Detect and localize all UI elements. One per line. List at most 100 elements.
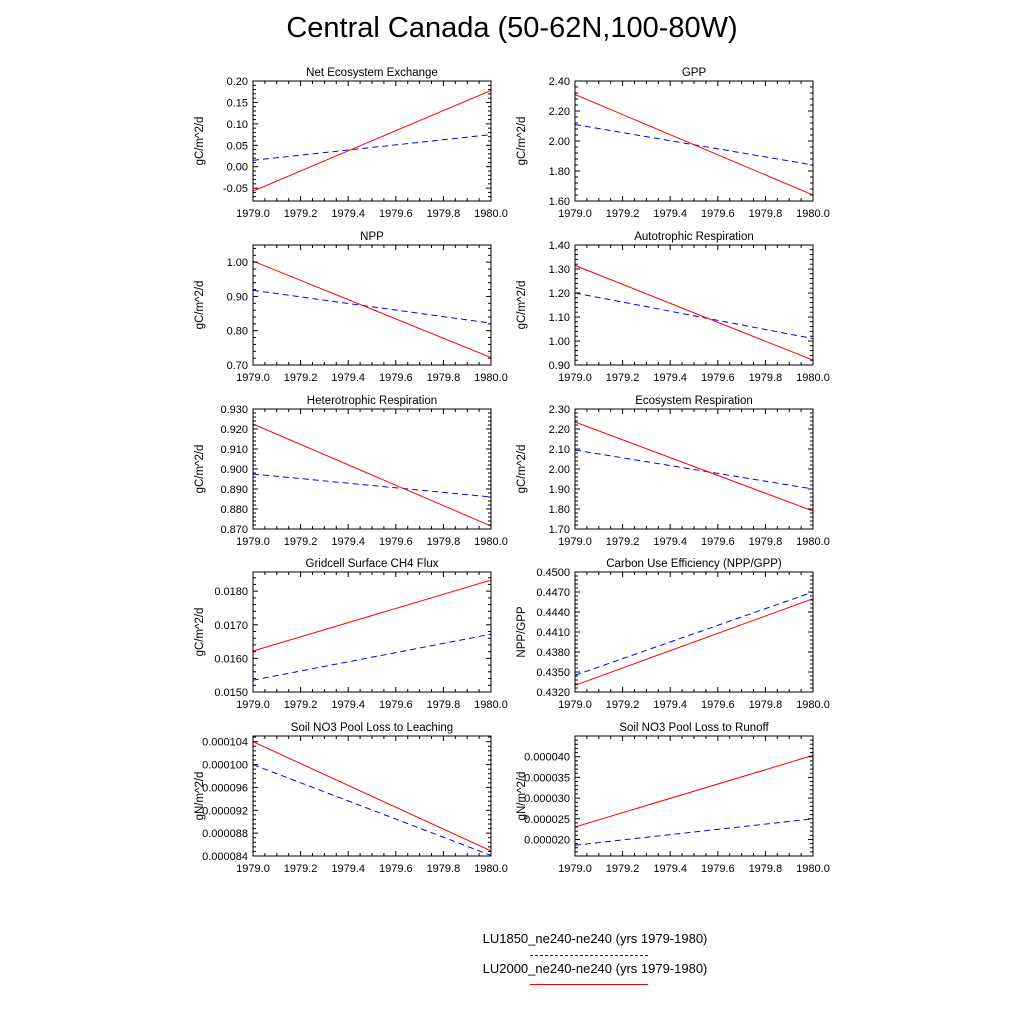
y-tick-label: 2.10: [549, 444, 570, 456]
x-tick-label: 1979.0: [558, 208, 592, 220]
chart-panel: Soil NO3 Pool Loss to Runoff gN/m^2/d 1979…: [516, 722, 830, 875]
y-tick-label: 0.4410: [536, 627, 570, 639]
panel-title: GPP: [682, 67, 707, 79]
y-axis-label: gC/m^2/d: [516, 117, 528, 166]
x-tick-label: 1979.8: [749, 208, 783, 220]
x-tick-label: 1979.2: [284, 699, 318, 711]
y-tick-label: -0.05: [223, 183, 248, 195]
series-line-dashed: [575, 449, 813, 490]
y-tick-label: 0.15: [227, 97, 248, 109]
x-tick-label: 1979.2: [284, 863, 318, 875]
series-line-solid: [575, 421, 813, 512]
x-tick-label: 1979.4: [331, 699, 365, 711]
y-tick-label: 2.00: [549, 464, 570, 476]
plot-frame: [252, 571, 492, 693]
x-tick-label: 1980.0: [796, 863, 830, 875]
y-tick-label: 0.4500: [536, 567, 570, 579]
y-axis-label: gC/m^2/d: [194, 608, 206, 657]
y-axis-label: gN/m^2/d: [516, 772, 528, 821]
panel-title: NPP: [360, 231, 384, 243]
x-tick-label: 1979.8: [749, 699, 783, 711]
y-tick-label: 2.20: [549, 424, 570, 436]
x-tick-label: 1980.0: [796, 208, 830, 220]
x-tick-label: 1979.0: [558, 863, 592, 875]
y-tick-label: 1.20: [549, 288, 570, 300]
y-tick-label: 0.870: [220, 524, 248, 536]
x-tick-label: 1979.2: [606, 536, 640, 548]
y-tick-label: 2.20: [549, 106, 570, 118]
y-tick-label: 0.4320: [536, 687, 570, 699]
x-tick-label: 1979.8: [427, 372, 461, 384]
series-line-dashed: [253, 473, 491, 498]
panel-title: Heterotrophic Respiration: [307, 395, 437, 407]
x-tick-label: 1979.6: [379, 536, 413, 548]
plot-frame: [574, 571, 814, 693]
x-tick-label: 1979.0: [236, 863, 270, 875]
x-tick-label: 1979.0: [558, 699, 592, 711]
plot-frame: [574, 735, 814, 857]
x-tick-label: 1979.4: [331, 208, 365, 220]
chart-panel: Ecosystem Respiration gC/m^2/d 1979.0 1979.…: [516, 395, 830, 548]
y-tick-label: 0.000020: [524, 834, 570, 846]
y-tick-label: 1.40: [549, 240, 570, 252]
x-tick-label: 1979.0: [558, 536, 592, 548]
panel-title: Net Ecosystem Exchange: [306, 67, 438, 79]
y-tick-label: 0.4350: [536, 667, 570, 679]
chart-panel: GPP gC/m^2/d 1979.0 1979.2 1979.4 1979.6 1979.…: [516, 67, 830, 220]
x-tick-label: 1979.8: [427, 699, 461, 711]
y-axis-label: NPP/GPP: [516, 606, 528, 657]
x-tick-label: 1979.2: [606, 372, 640, 384]
y-tick-label: 0.90: [549, 360, 570, 372]
x-tick-label: 1979.0: [236, 208, 270, 220]
y-tick-label: 0.0170: [214, 620, 248, 632]
series-line-solid: [575, 754, 813, 828]
x-tick-label: 1979.8: [749, 863, 783, 875]
x-tick-label: 1979.0: [236, 699, 270, 711]
series-line-dashed: [575, 591, 813, 676]
y-tick-label: 0.20: [227, 76, 248, 88]
series-line-solid: [575, 264, 813, 361]
x-tick-label: 1979.6: [701, 208, 735, 220]
legend-entry-label: LU2000_ne240-ne240 (yrs 1979-1980): [482, 961, 708, 976]
y-axis-label: gC/m^2/d: [516, 281, 528, 330]
x-tick-label: 1979.2: [606, 863, 640, 875]
series-line-solid: [575, 598, 813, 686]
x-tick-label: 1979.6: [701, 372, 735, 384]
y-axis-label: gC/m^2/d: [194, 117, 206, 166]
y-tick-label: 1.90: [549, 484, 570, 496]
legend-entry-label: LU1850_ne240-ne240 (yrs 1979-1980): [482, 931, 708, 946]
plot-frame: [252, 244, 492, 366]
chart-panel: Soil NO3 Pool Loss to Leaching gN/m^2/d 19…: [194, 722, 508, 875]
x-tick-label: 1979.2: [606, 208, 640, 220]
x-tick-label: 1979.8: [427, 536, 461, 548]
figure-title: Central Canada (50-62N,100-80W): [286, 12, 738, 44]
x-tick-label: 1980.0: [796, 699, 830, 711]
y-tick-label: 0.000100: [202, 760, 248, 772]
chart-panel: Gridcell Surface CH4 Flux gC/m^2/d 1979.0 1…: [194, 558, 508, 711]
y-tick-label: 0.70: [227, 360, 248, 372]
x-tick-label: 1980.0: [796, 372, 830, 384]
x-tick-label: 1979.0: [236, 536, 270, 548]
y-tick-label: 0.0150: [214, 687, 248, 699]
y-tick-label: 0.000025: [524, 814, 570, 826]
y-tick-label: 0.910: [220, 444, 248, 456]
x-tick-label: 1979.8: [427, 208, 461, 220]
series-line-solid: [253, 260, 491, 358]
y-tick-label: 0.890: [220, 484, 248, 496]
y-tick-label: 0.00: [227, 162, 248, 174]
x-tick-label: 1979.4: [331, 536, 365, 548]
y-tick-label: 0.10: [227, 119, 248, 131]
y-tick-label: 0.000084: [202, 851, 248, 863]
series-line-dashed: [253, 134, 491, 161]
y-tick-label: 0.900: [220, 464, 248, 476]
x-tick-label: 1979.4: [653, 863, 687, 875]
x-tick-label: 1979.6: [379, 372, 413, 384]
x-tick-label: 1979.4: [653, 372, 687, 384]
chart-panel: Heterotrophic Respiration gC/m^2/d 1979.0 1…: [194, 395, 508, 548]
series-line-dashed: [253, 289, 491, 324]
series-line-solid: [253, 579, 491, 652]
series-line-solid: [253, 89, 491, 192]
chart-panel: Carbon Use Efficiency (NPP/GPP) NPP/GPP 19…: [516, 558, 830, 711]
y-tick-label: 1.10: [549, 312, 570, 324]
series-line-dashed: [253, 633, 491, 681]
